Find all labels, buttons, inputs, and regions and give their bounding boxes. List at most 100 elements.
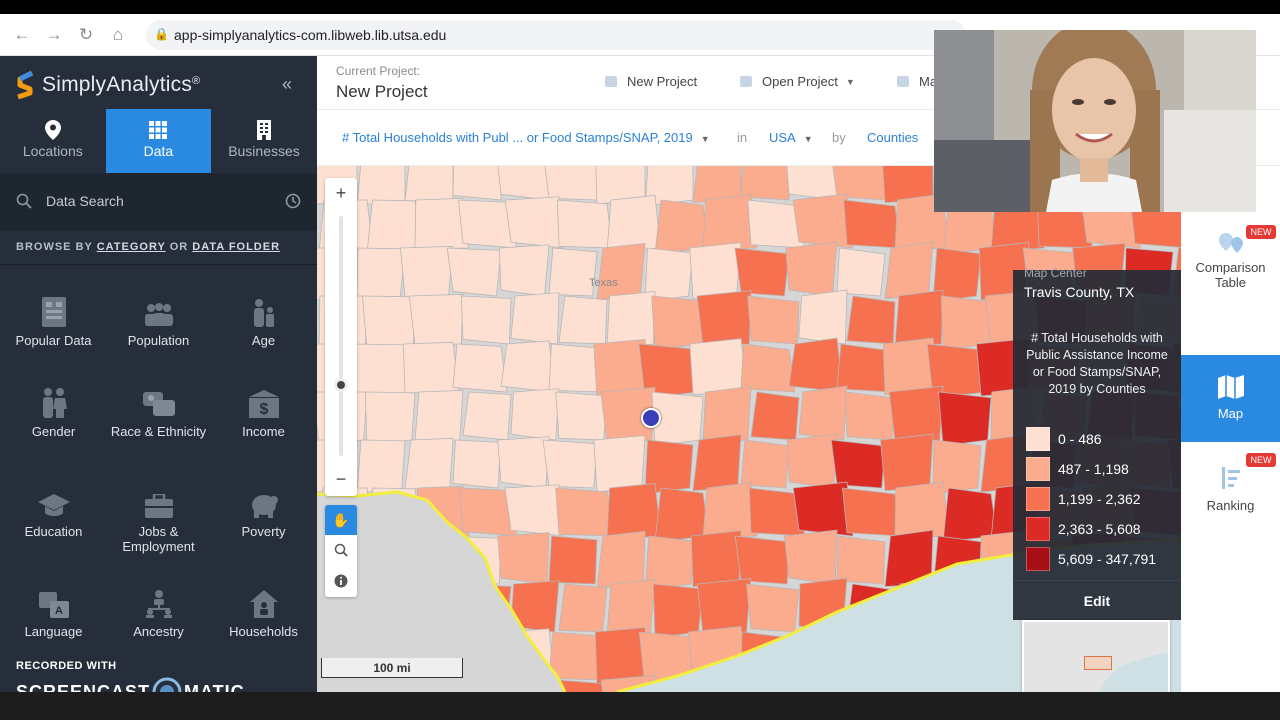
county-shape[interactable]	[692, 434, 742, 491]
county-shape[interactable]	[402, 341, 460, 394]
county-shape[interactable]	[702, 194, 757, 251]
county-shape[interactable]	[689, 338, 748, 395]
county-shape[interactable]	[558, 295, 608, 345]
county-shape[interactable]	[888, 385, 944, 443]
county-shape[interactable]	[844, 391, 896, 441]
county-shape[interactable]	[408, 293, 464, 346]
category-population[interactable]: Population	[106, 287, 211, 348]
county-shape[interactable]	[798, 289, 848, 345]
county-shape[interactable]	[830, 439, 886, 489]
county-shape[interactable]	[558, 583, 608, 633]
county-shape[interactable]	[932, 247, 982, 303]
county-shape[interactable]	[747, 295, 800, 345]
county-shape[interactable]	[606, 483, 662, 541]
county-shape[interactable]	[940, 295, 992, 351]
county-shape[interactable]	[404, 437, 454, 490]
county-shape[interactable]	[894, 289, 944, 347]
variable-select[interactable]: # Total Households with Publ ... or Food…	[342, 130, 710, 145]
county-shape[interactable]	[788, 337, 844, 393]
category-poverty[interactable]: Poverty	[211, 478, 316, 539]
county-shape[interactable]	[696, 290, 752, 347]
category-education[interactable]: Education	[1, 478, 106, 539]
county-shape[interactable]	[792, 193, 853, 249]
overview-viewport[interactable]	[1084, 656, 1112, 670]
county-shape[interactable]	[786, 166, 838, 201]
forward-icon[interactable]: →	[45, 25, 63, 44]
county-shape[interactable]	[734, 535, 790, 585]
category-income[interactable]: $ Income	[211, 378, 316, 439]
county-shape[interactable]	[596, 243, 646, 301]
county-shape[interactable]	[542, 439, 598, 489]
category-language[interactable]: A Language	[1, 578, 106, 639]
county-shape[interactable]	[734, 247, 790, 297]
county-shape[interactable]	[356, 166, 406, 206]
address-bar[interactable]: 🔒 app-simplyanalytics-com.libweb.lib.uts…	[146, 20, 966, 50]
category-jobs-employment[interactable]: Jobs & Employment	[106, 478, 211, 554]
tab-data[interactable]: Data	[105, 109, 212, 173]
category-ancestry[interactable]: Ancestry	[106, 578, 211, 639]
county-shape[interactable]	[606, 195, 661, 253]
county-shape[interactable]	[452, 166, 502, 201]
county-shape[interactable]	[446, 247, 502, 297]
county-shape[interactable]	[556, 199, 613, 249]
data-search[interactable]: Data Search	[0, 173, 317, 231]
new-project-button[interactable]: New Project	[605, 74, 697, 89]
county-shape[interactable]	[894, 481, 950, 539]
location-select[interactable]: USA ▼	[769, 130, 813, 145]
county-shape[interactable]	[746, 583, 800, 633]
county-shape[interactable]	[366, 199, 421, 254]
county-shape[interactable]	[606, 291, 656, 349]
county-shape[interactable]	[740, 343, 796, 393]
county-shape[interactable]	[843, 199, 901, 249]
county-shape[interactable]	[555, 391, 608, 441]
county-shape[interactable]	[356, 439, 406, 494]
county-shape[interactable]	[702, 386, 752, 443]
comparison-table-view[interactable]: Comparison Table NEW	[1181, 217, 1280, 303]
county-shape[interactable]	[497, 532, 550, 585]
county-shape[interactable]	[556, 679, 608, 692]
project-name[interactable]: New Project	[336, 82, 428, 101]
county-shape[interactable]	[836, 343, 892, 393]
county-shape[interactable]	[510, 292, 560, 345]
county-shape[interactable]	[400, 245, 454, 298]
ranking-view[interactable]: Ranking NEW	[1181, 451, 1280, 521]
county-shape[interactable]	[654, 199, 709, 255]
county-shape[interactable]	[356, 247, 406, 302]
county-shape[interactable]	[593, 435, 646, 493]
zoom-out-button[interactable]: −	[335, 469, 347, 489]
county-shape[interactable]	[740, 166, 790, 201]
county-shape[interactable]	[500, 340, 556, 393]
county-shape[interactable]	[498, 244, 550, 297]
county-shape[interactable]	[364, 391, 416, 446]
home-icon[interactable]: ⌂	[112, 25, 124, 44]
county-shape[interactable]	[414, 197, 469, 250]
zoom-in-button[interactable]: +	[335, 183, 347, 203]
unit-select[interactable]: Counties	[867, 130, 918, 145]
county-shape[interactable]	[350, 343, 412, 398]
county-shape[interactable]	[740, 439, 790, 489]
county-shape[interactable]	[702, 482, 758, 539]
county-shape[interactable]	[600, 387, 656, 445]
county-shape[interactable]	[504, 484, 566, 537]
county-shape[interactable]	[606, 579, 656, 637]
county-shape[interactable]	[690, 530, 742, 587]
county-shape[interactable]	[696, 578, 752, 635]
county-shape[interactable]	[404, 166, 454, 202]
county-shape[interactable]	[596, 531, 646, 589]
county-shape[interactable]	[884, 241, 934, 299]
county-shape[interactable]	[689, 242, 742, 299]
county-shape[interactable]	[414, 389, 464, 442]
county-shape[interactable]	[880, 433, 934, 491]
county-shape[interactable]	[543, 166, 598, 201]
county-shape[interactable]	[452, 343, 508, 393]
county-shape[interactable]	[548, 535, 598, 585]
county-shape[interactable]	[504, 196, 565, 249]
county-shape[interactable]	[942, 487, 998, 543]
county-shape[interactable]	[938, 391, 992, 447]
category-race-ethnicity[interactable]: Race & Ethnicity	[106, 378, 211, 439]
county-shape[interactable]	[644, 535, 694, 591]
category-households[interactable]: Households	[211, 578, 316, 639]
tab-businesses[interactable]: Businesses	[211, 109, 317, 173]
county-shape[interactable]	[510, 388, 560, 441]
category-popular-data[interactable]: Popular Data	[1, 287, 106, 348]
